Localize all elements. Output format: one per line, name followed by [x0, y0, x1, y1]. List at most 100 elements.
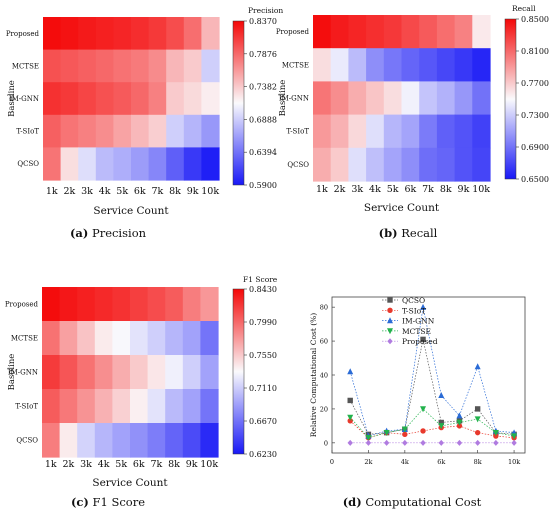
heatmap-cell [201, 114, 220, 148]
heatmap-cell [348, 48, 367, 82]
heatmap-cell [313, 15, 332, 49]
heatmap-cell [419, 114, 438, 149]
column-label: 9k [458, 184, 470, 195]
heatmap-cell [78, 17, 97, 51]
column-label: 4k [369, 184, 381, 195]
data-point [492, 429, 499, 436]
heatmap-cell [454, 15, 473, 49]
colorbar-tick-label: 0.6888 [249, 115, 277, 124]
heatmap-cell [383, 48, 403, 82]
heatmap-cell [201, 147, 220, 181]
heatmap-cell [330, 114, 349, 149]
legend-label: T-SIoT [402, 306, 426, 315]
heatmap-cell [383, 15, 403, 49]
colorbar-tick-label: 0.6500 [521, 175, 549, 184]
heatmap-cell [182, 287, 201, 322]
heatmap-cell [454, 48, 473, 82]
column-label: 6k [404, 184, 416, 195]
data-point [387, 297, 393, 303]
heatmap-cell [436, 81, 456, 116]
heatmap-cell [313, 48, 332, 82]
panel-caption: (b) Recall [379, 226, 438, 240]
colorbar-title: F1 Score [243, 275, 278, 284]
y-axis-label: Relative Computational Cost (%) [309, 313, 318, 437]
y-axis-label: Baseline [7, 354, 17, 391]
heatmap-cell [59, 355, 78, 390]
heatmap-cell [201, 82, 220, 116]
column-label: 4k [99, 186, 111, 197]
heatmap-cell [201, 17, 220, 51]
heatmap-cell [165, 287, 184, 322]
data-point [383, 439, 390, 446]
heatmap-cell [148, 49, 167, 83]
heatmap-cell [436, 15, 456, 49]
heatmap-cell [147, 423, 166, 458]
heatmap-cell [113, 49, 132, 83]
legend-label: Proposed [402, 337, 438, 346]
heatmap-cell [112, 321, 131, 356]
heatmap-cell [436, 48, 456, 82]
heatmap-cell [95, 17, 114, 51]
heatmap-cell [165, 355, 184, 390]
y-tick-label: 80 [320, 304, 328, 312]
y-axis-label: Baseline [7, 80, 17, 117]
heatmap-cell [113, 114, 132, 148]
heatmap-cell [348, 114, 367, 149]
heatmap-cell [383, 147, 403, 182]
legend-label: MCTSE [402, 327, 431, 336]
heatmap-cell [130, 287, 149, 322]
data-point [511, 433, 518, 440]
heatmap-cell [401, 114, 420, 149]
x-axis-label: Service Count [92, 477, 168, 489]
heatmap-cell [200, 355, 219, 390]
heatmap-cell [77, 287, 96, 322]
data-point [365, 439, 372, 446]
data-point [387, 307, 393, 313]
data-point [511, 439, 517, 446]
heatmap-cell [419, 81, 438, 116]
heatmap-cell [78, 82, 97, 116]
y-tick-label: 20 [320, 405, 328, 413]
heatmap-cell [59, 321, 78, 356]
colorbar-tick-label: 0.5900 [249, 181, 277, 190]
heatmap-cell [147, 321, 166, 356]
heatmap-cell [383, 81, 403, 116]
x-axis-label: Service Count [364, 202, 440, 214]
heatmap-cell [78, 49, 97, 83]
panel-caption: (c) F1 Score [71, 495, 145, 509]
colorbar-tick-label: 0.7110 [249, 384, 277, 393]
data-point [456, 419, 463, 426]
heatmap-cell [454, 81, 473, 116]
heatmap-cell [166, 49, 185, 83]
data-point [438, 392, 445, 399]
row-label: IM-GNN [8, 369, 38, 377]
column-label: 10k [472, 184, 490, 195]
legend-label: QCSO [402, 296, 425, 305]
row-label: T-SIoT [15, 403, 38, 411]
heatmap-cell [42, 423, 61, 458]
heatmap-cell [60, 114, 79, 148]
heatmap-cell [147, 355, 166, 390]
heatmap-cell [112, 389, 131, 424]
row-label: IM-GNN [9, 95, 39, 103]
data-point [387, 317, 393, 324]
heatmap-cell [42, 389, 61, 424]
data-point [456, 412, 463, 419]
x-tick-label: 2k [364, 458, 372, 466]
column-label: 7k [150, 459, 162, 470]
column-label: 7k [422, 184, 434, 195]
column-label: 6k [134, 186, 146, 197]
heatmap-cell [366, 81, 385, 116]
row-label: IM-GNN [279, 95, 309, 103]
heatmap-cell [59, 287, 78, 322]
heatmap-cell [77, 321, 96, 356]
heatmap-cell [313, 81, 332, 116]
legend-label: IM-GNN [402, 317, 435, 326]
heatmap-cell [131, 114, 150, 148]
heatmap-cell [330, 48, 349, 82]
data-point [420, 428, 426, 434]
column-label: 8k [169, 186, 181, 197]
heatmap-cell [113, 82, 132, 116]
heatmap-cell [42, 287, 61, 322]
heatmap-cell [148, 17, 167, 51]
